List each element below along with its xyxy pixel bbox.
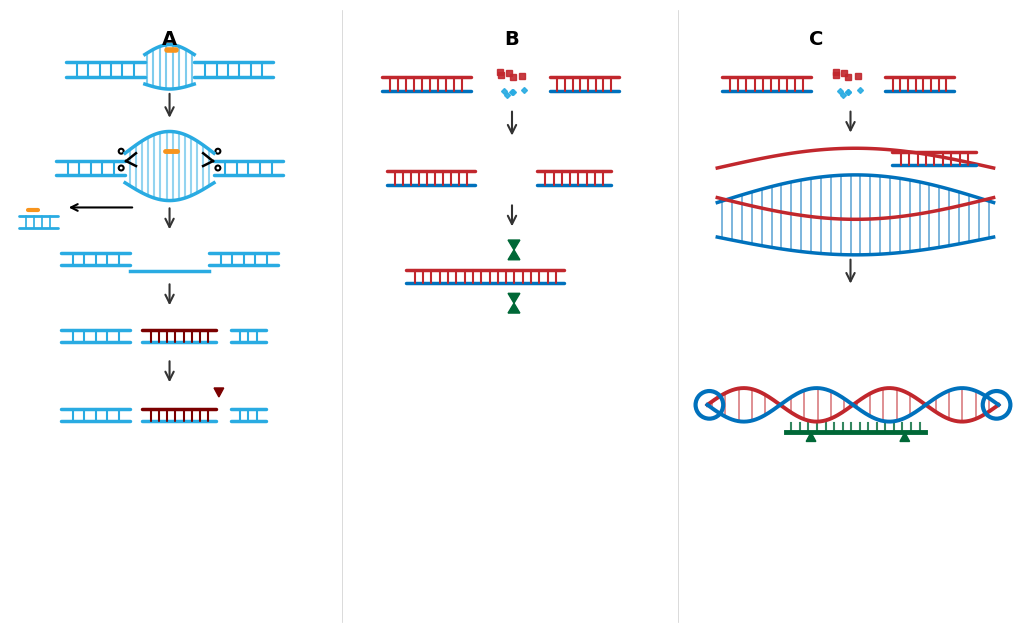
Polygon shape <box>806 432 816 441</box>
Polygon shape <box>508 293 520 303</box>
Polygon shape <box>214 388 223 397</box>
Polygon shape <box>508 250 520 259</box>
Polygon shape <box>900 432 909 441</box>
Polygon shape <box>508 240 520 250</box>
Text: B: B <box>505 30 519 49</box>
Text: C: C <box>809 30 823 49</box>
Polygon shape <box>508 303 520 313</box>
Text: A: A <box>162 30 177 49</box>
